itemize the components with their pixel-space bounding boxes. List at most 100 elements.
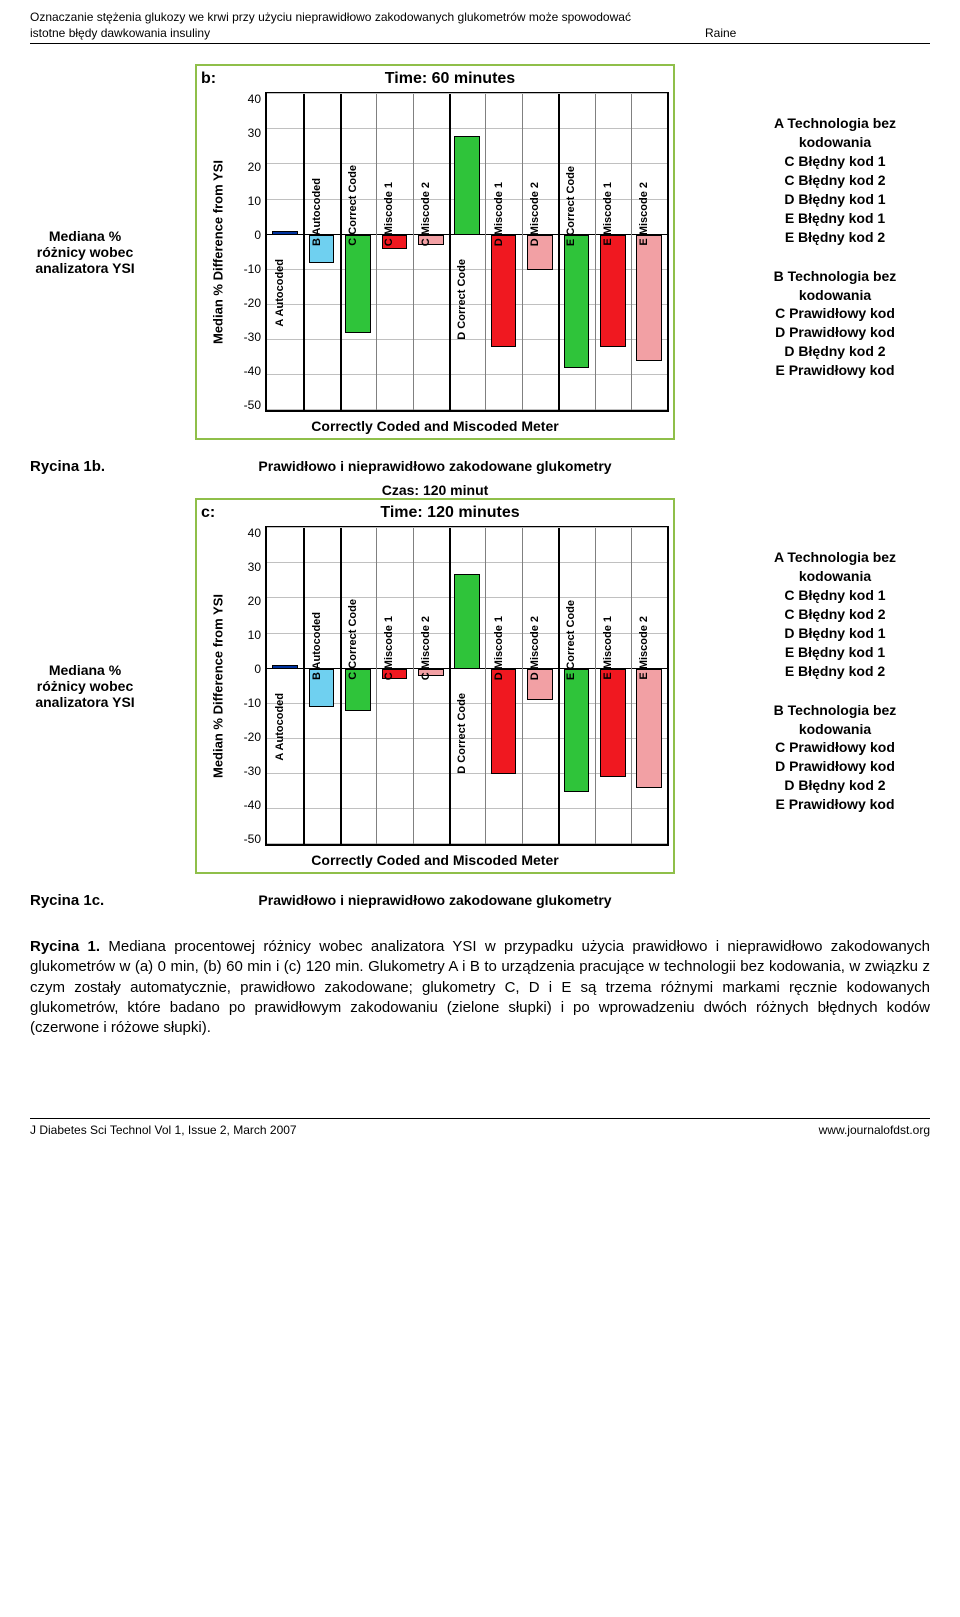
bar-category-label: E Miscode 1: [602, 616, 614, 680]
plot-c-xlabel: Correctly Coded and Miscoded Meter: [201, 852, 669, 868]
ytick-label: 30: [248, 126, 261, 140]
bar-category-label: E Miscode 2: [638, 182, 650, 246]
legend-line: E Prawidłowy kod: [740, 361, 930, 380]
legend-c-groupA: A Technologia bez kodowaniaC Błędny kod …: [740, 548, 930, 680]
ytick-label: 20: [248, 594, 261, 608]
bar: [454, 574, 479, 669]
legend-c-groupB: B Technologia bez kodowaniaC Prawidłowy …: [740, 701, 930, 814]
fig-1c-tag: Rycina 1c.: [30, 892, 140, 909]
legend-c: A Technologia bez kodowaniaC Błędny kod …: [730, 538, 930, 834]
legend-b-groupB: B Technologia bez kodowaniaC Prawidłowy …: [740, 267, 930, 380]
legend-b: A Technologia bez kodowania C Błędny kod …: [730, 104, 930, 400]
bar-category-label: C Correct Code: [347, 165, 359, 246]
bar: [491, 235, 516, 347]
bar-category-label: C Miscode 2: [420, 182, 432, 246]
ylabel-polish-c: Mediana % różnicy wobec analizatora YSI: [30, 662, 140, 710]
chart-c-titlerow: c: Time: 120 minutes: [201, 504, 669, 522]
legend-line: D Prawidłowy kod: [740, 757, 930, 776]
header-author: Raine: [705, 26, 930, 42]
bar-category-label: B Autocoded: [311, 178, 323, 246]
legend-line: D Błędny kod 2: [740, 342, 930, 361]
legend-line: B Technologia bez kodowania: [740, 267, 930, 305]
bar: [636, 235, 661, 361]
plot-b-xlabel: Correctly Coded and Miscoded Meter: [201, 418, 669, 434]
legend-line: C Błędny kod 2: [740, 605, 930, 624]
bar-category-label: C Correct Code: [347, 599, 359, 680]
subplot-label-b: b:: [201, 70, 231, 88]
ytick-label: -30: [244, 330, 261, 344]
legend-line: A Technologia bez kodowania: [740, 114, 930, 152]
ytick-label: -20: [244, 730, 261, 744]
bar: [454, 136, 479, 234]
xlabel-polish-c: Prawidłowo i nieprawidłowo zakodowane gl…: [140, 892, 730, 908]
bar: [272, 231, 297, 235]
ytick-label: -20: [244, 296, 261, 310]
bar-category-label: D Correct Code: [456, 259, 468, 340]
legend-line: D Błędny kod 1: [740, 190, 930, 209]
ytick-label: 40: [248, 526, 261, 540]
bar: [600, 669, 625, 778]
plot-c-ylabel: Median % Difference from YSI: [201, 526, 235, 846]
legend-line: D Błędny kod 2: [740, 776, 930, 795]
running-header: Oznaczanie stężenia glukozy we krwi przy…: [30, 0, 930, 44]
ytick-label: -10: [244, 696, 261, 710]
caption-lead: Rycina 1.: [30, 938, 100, 955]
bar-category-label: D Miscode 1: [493, 616, 505, 680]
ytick-label: 10: [248, 194, 261, 208]
chart-b-titlerow: b: Time: 60 minutes: [201, 70, 669, 88]
bar: [272, 665, 297, 669]
chart-c-col: c: Time: 120 minutes Median % Difference…: [140, 498, 730, 874]
ytick-label: -40: [244, 364, 261, 378]
ylabel-polish-b: Mediana % różnicy wobec analizatora YSI: [30, 228, 140, 276]
chart-c-time: Time: 120 minutes: [231, 504, 669, 522]
footer-right: www.journalofdst.org: [819, 1123, 930, 1137]
bar: [345, 235, 370, 333]
bar-category-label: D Miscode 2: [529, 616, 541, 680]
plot-c-yticks: 403020100-10-20-30-40-50: [235, 526, 265, 846]
ytick-label: 0: [254, 662, 261, 676]
bar-category-label: C Miscode 2: [420, 616, 432, 680]
bar: [564, 669, 589, 792]
plot-b-ylabel: Median % Difference from YSI: [201, 92, 235, 412]
legend-line: E Prawidłowy kod: [740, 795, 930, 814]
legend-line: B Technologia bez kodowania: [740, 701, 930, 739]
page: Oznaczanie stężenia glukozy we krwi przy…: [0, 0, 960, 1167]
subplot-label-c: c:: [201, 504, 231, 522]
ytick-label: 10: [248, 628, 261, 642]
bar-category-label: D Correct Code: [456, 693, 468, 774]
legend-line: E Błędny kod 2: [740, 228, 930, 247]
plot-c-grid: A AutocodedB AutocodedC Correct CodeC Mi…: [265, 526, 669, 846]
figure-caption: Rycina 1. Mediana procentowej różnicy wo…: [30, 937, 930, 1038]
bar-category-label: D Miscode 1: [493, 182, 505, 246]
plot-b-area: Median % Difference from YSI 403020100-1…: [201, 92, 669, 412]
legend-line: C Błędny kod 2: [740, 171, 930, 190]
ytick-label: 20: [248, 160, 261, 174]
legend-line: C Prawidłowy kod: [740, 738, 930, 757]
bar-category-label: E Miscode 2: [638, 616, 650, 680]
ytick-label: -50: [244, 398, 261, 412]
ytick-label: -50: [244, 832, 261, 846]
fig-1b-tag-row: Rycina 1b. Prawidłowo i nieprawidłowo za…: [30, 458, 930, 498]
bar-category-label: C Miscode 1: [383, 182, 395, 246]
chart-b-frame: b: Time: 60 minutes Median % Difference …: [195, 64, 675, 440]
bar: [491, 669, 516, 774]
legend-line: C Prawidłowy kod: [740, 304, 930, 323]
figure-1c-block: Mediana % różnicy wobec analizatora YSI …: [30, 498, 930, 874]
ytick-label: -30: [244, 764, 261, 778]
caption-body: Mediana procentowej różnicy wobec analiz…: [30, 938, 930, 1036]
bar-category-label: A Autocoded: [274, 259, 286, 327]
bar: [564, 235, 589, 368]
legend-line: E Błędny kod 1: [740, 643, 930, 662]
legend-line: D Prawidłowy kod: [740, 323, 930, 342]
fig-1c-tag-row: Rycina 1c. Prawidłowo i nieprawidłowo za…: [30, 892, 930, 909]
footer-left: J Diabetes Sci Technol Vol 1, Issue 2, M…: [30, 1123, 297, 1137]
plot-b-grid: A Autocoded B Autocoded C Correct Code C Mi…: [265, 92, 669, 412]
page-footer: J Diabetes Sci Technol Vol 1, Issue 2, M…: [30, 1118, 930, 1137]
legend-line: E Błędny kod 2: [740, 662, 930, 681]
legend-line: C Błędny kod 1: [740, 586, 930, 605]
bar-category-label: A Autocoded: [274, 693, 286, 761]
ytick-label: -10: [244, 262, 261, 276]
ytick-label: 30: [248, 560, 261, 574]
plot-c-area: Median % Difference from YSI 40 30 20 10 0 -1…: [201, 526, 669, 846]
bar: [636, 669, 661, 788]
